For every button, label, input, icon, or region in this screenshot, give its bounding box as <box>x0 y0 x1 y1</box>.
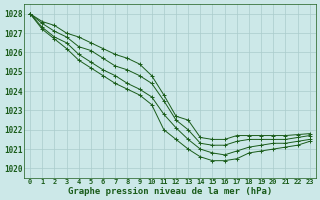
X-axis label: Graphe pression niveau de la mer (hPa): Graphe pression niveau de la mer (hPa) <box>68 187 272 196</box>
